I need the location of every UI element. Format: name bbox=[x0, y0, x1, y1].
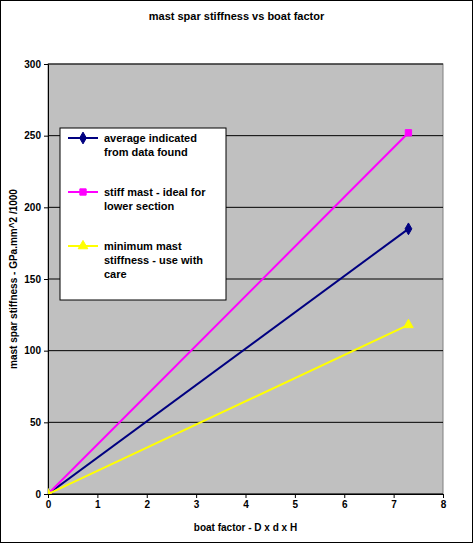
tick-label: 150 bbox=[24, 274, 41, 285]
grid-line bbox=[48, 64, 443, 65]
tick-label: 0 bbox=[46, 499, 52, 510]
tick-mark bbox=[394, 494, 395, 498]
tick-label: 300 bbox=[24, 59, 41, 70]
tick-label: 8 bbox=[441, 499, 447, 510]
legend-marker bbox=[80, 132, 87, 144]
tick-label: 100 bbox=[24, 345, 41, 356]
tick-label: 1 bbox=[95, 499, 101, 510]
tick-mark bbox=[44, 351, 48, 352]
tick: 3 bbox=[194, 494, 200, 510]
tick: 4 bbox=[243, 494, 249, 510]
marker bbox=[405, 130, 411, 136]
tick-mark bbox=[44, 207, 48, 208]
tick-label: 5 bbox=[293, 499, 299, 510]
legend-label: minimum mast stiffness - use with care bbox=[104, 240, 206, 280]
tick-mark bbox=[443, 494, 444, 498]
tick: 8 bbox=[441, 494, 447, 510]
legend-label: stiff mast - ideal for lower section bbox=[104, 186, 209, 212]
tick-label: 3 bbox=[194, 499, 200, 510]
legend-label: average indicated from data found bbox=[104, 132, 200, 158]
tick-mark bbox=[147, 494, 148, 498]
tick: 100 bbox=[24, 345, 48, 356]
plot: 0 1 2 3 4 5 6 7 8 0 50 100 150 200 250 300 bbox=[24, 59, 446, 510]
tick-label: 200 bbox=[24, 202, 41, 213]
legend-marker bbox=[80, 189, 86, 195]
series-line bbox=[48, 325, 408, 494]
tick: 0 bbox=[46, 494, 52, 510]
axis-line bbox=[44, 65, 49, 495]
tick: 150 bbox=[24, 274, 48, 285]
y-axis-title: mast spar stiffness - GPa.mm^2 /1000 bbox=[8, 189, 19, 369]
x-axis: 0 1 2 3 4 5 6 7 8 bbox=[46, 494, 447, 510]
grid bbox=[48, 64, 443, 494]
legend: average indicated from data found stiff m… bbox=[60, 128, 226, 300]
tick-mark bbox=[44, 64, 48, 65]
legend-marker bbox=[78, 240, 88, 248]
tick-mark bbox=[196, 494, 197, 498]
marker bbox=[405, 223, 412, 235]
tick: 7 bbox=[391, 494, 397, 510]
tick-label: 2 bbox=[144, 499, 150, 510]
x-axis-title: boat factor - D x d x H bbox=[194, 522, 297, 533]
grid-line bbox=[48, 422, 443, 423]
tick: 2 bbox=[144, 494, 150, 510]
tick: 300 bbox=[24, 59, 48, 70]
plot-area bbox=[48, 64, 443, 494]
tick-mark bbox=[246, 494, 247, 498]
chart: 0 1 2 3 4 5 6 7 8 0 50 100 150 200 250 300 mast spar sti… bbox=[0, 0, 473, 543]
tick-mark bbox=[295, 494, 296, 498]
tick-label: 0 bbox=[35, 489, 41, 500]
tick-mark bbox=[44, 136, 48, 137]
marker bbox=[48, 488, 53, 494]
tick: 0 bbox=[35, 489, 48, 500]
tick-label: 7 bbox=[391, 499, 397, 510]
tick-mark bbox=[44, 279, 48, 280]
tick: 5 bbox=[293, 494, 299, 510]
tick-mark bbox=[44, 494, 48, 495]
y-axis: 0 50 100 150 200 250 300 bbox=[24, 59, 48, 500]
tick: 6 bbox=[342, 494, 348, 510]
axis-line bbox=[49, 495, 444, 499]
tick-label: 250 bbox=[24, 130, 41, 141]
tick-label: 6 bbox=[342, 499, 348, 510]
tick-mark bbox=[44, 422, 48, 423]
tick-mark bbox=[97, 494, 98, 498]
tick: 200 bbox=[24, 202, 48, 213]
marker bbox=[404, 319, 414, 327]
tick: 50 bbox=[30, 417, 48, 428]
chart-border bbox=[1, 1, 473, 543]
tick-label: 4 bbox=[243, 499, 249, 510]
tick-mark bbox=[344, 494, 345, 498]
grid-line bbox=[48, 350, 443, 351]
tick-label: 50 bbox=[30, 417, 42, 428]
tick: 1 bbox=[95, 494, 101, 510]
title: mast spar stiffness vs boat factor bbox=[149, 10, 325, 22]
legend-box bbox=[60, 128, 226, 300]
tick: 250 bbox=[24, 130, 48, 141]
